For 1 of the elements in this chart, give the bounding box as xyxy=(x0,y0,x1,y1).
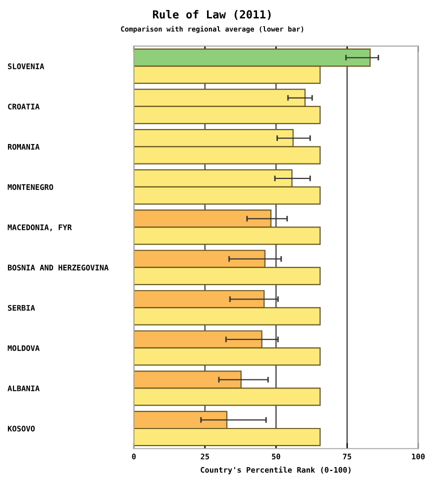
chart-title: Rule of Law (2011) xyxy=(153,10,271,20)
